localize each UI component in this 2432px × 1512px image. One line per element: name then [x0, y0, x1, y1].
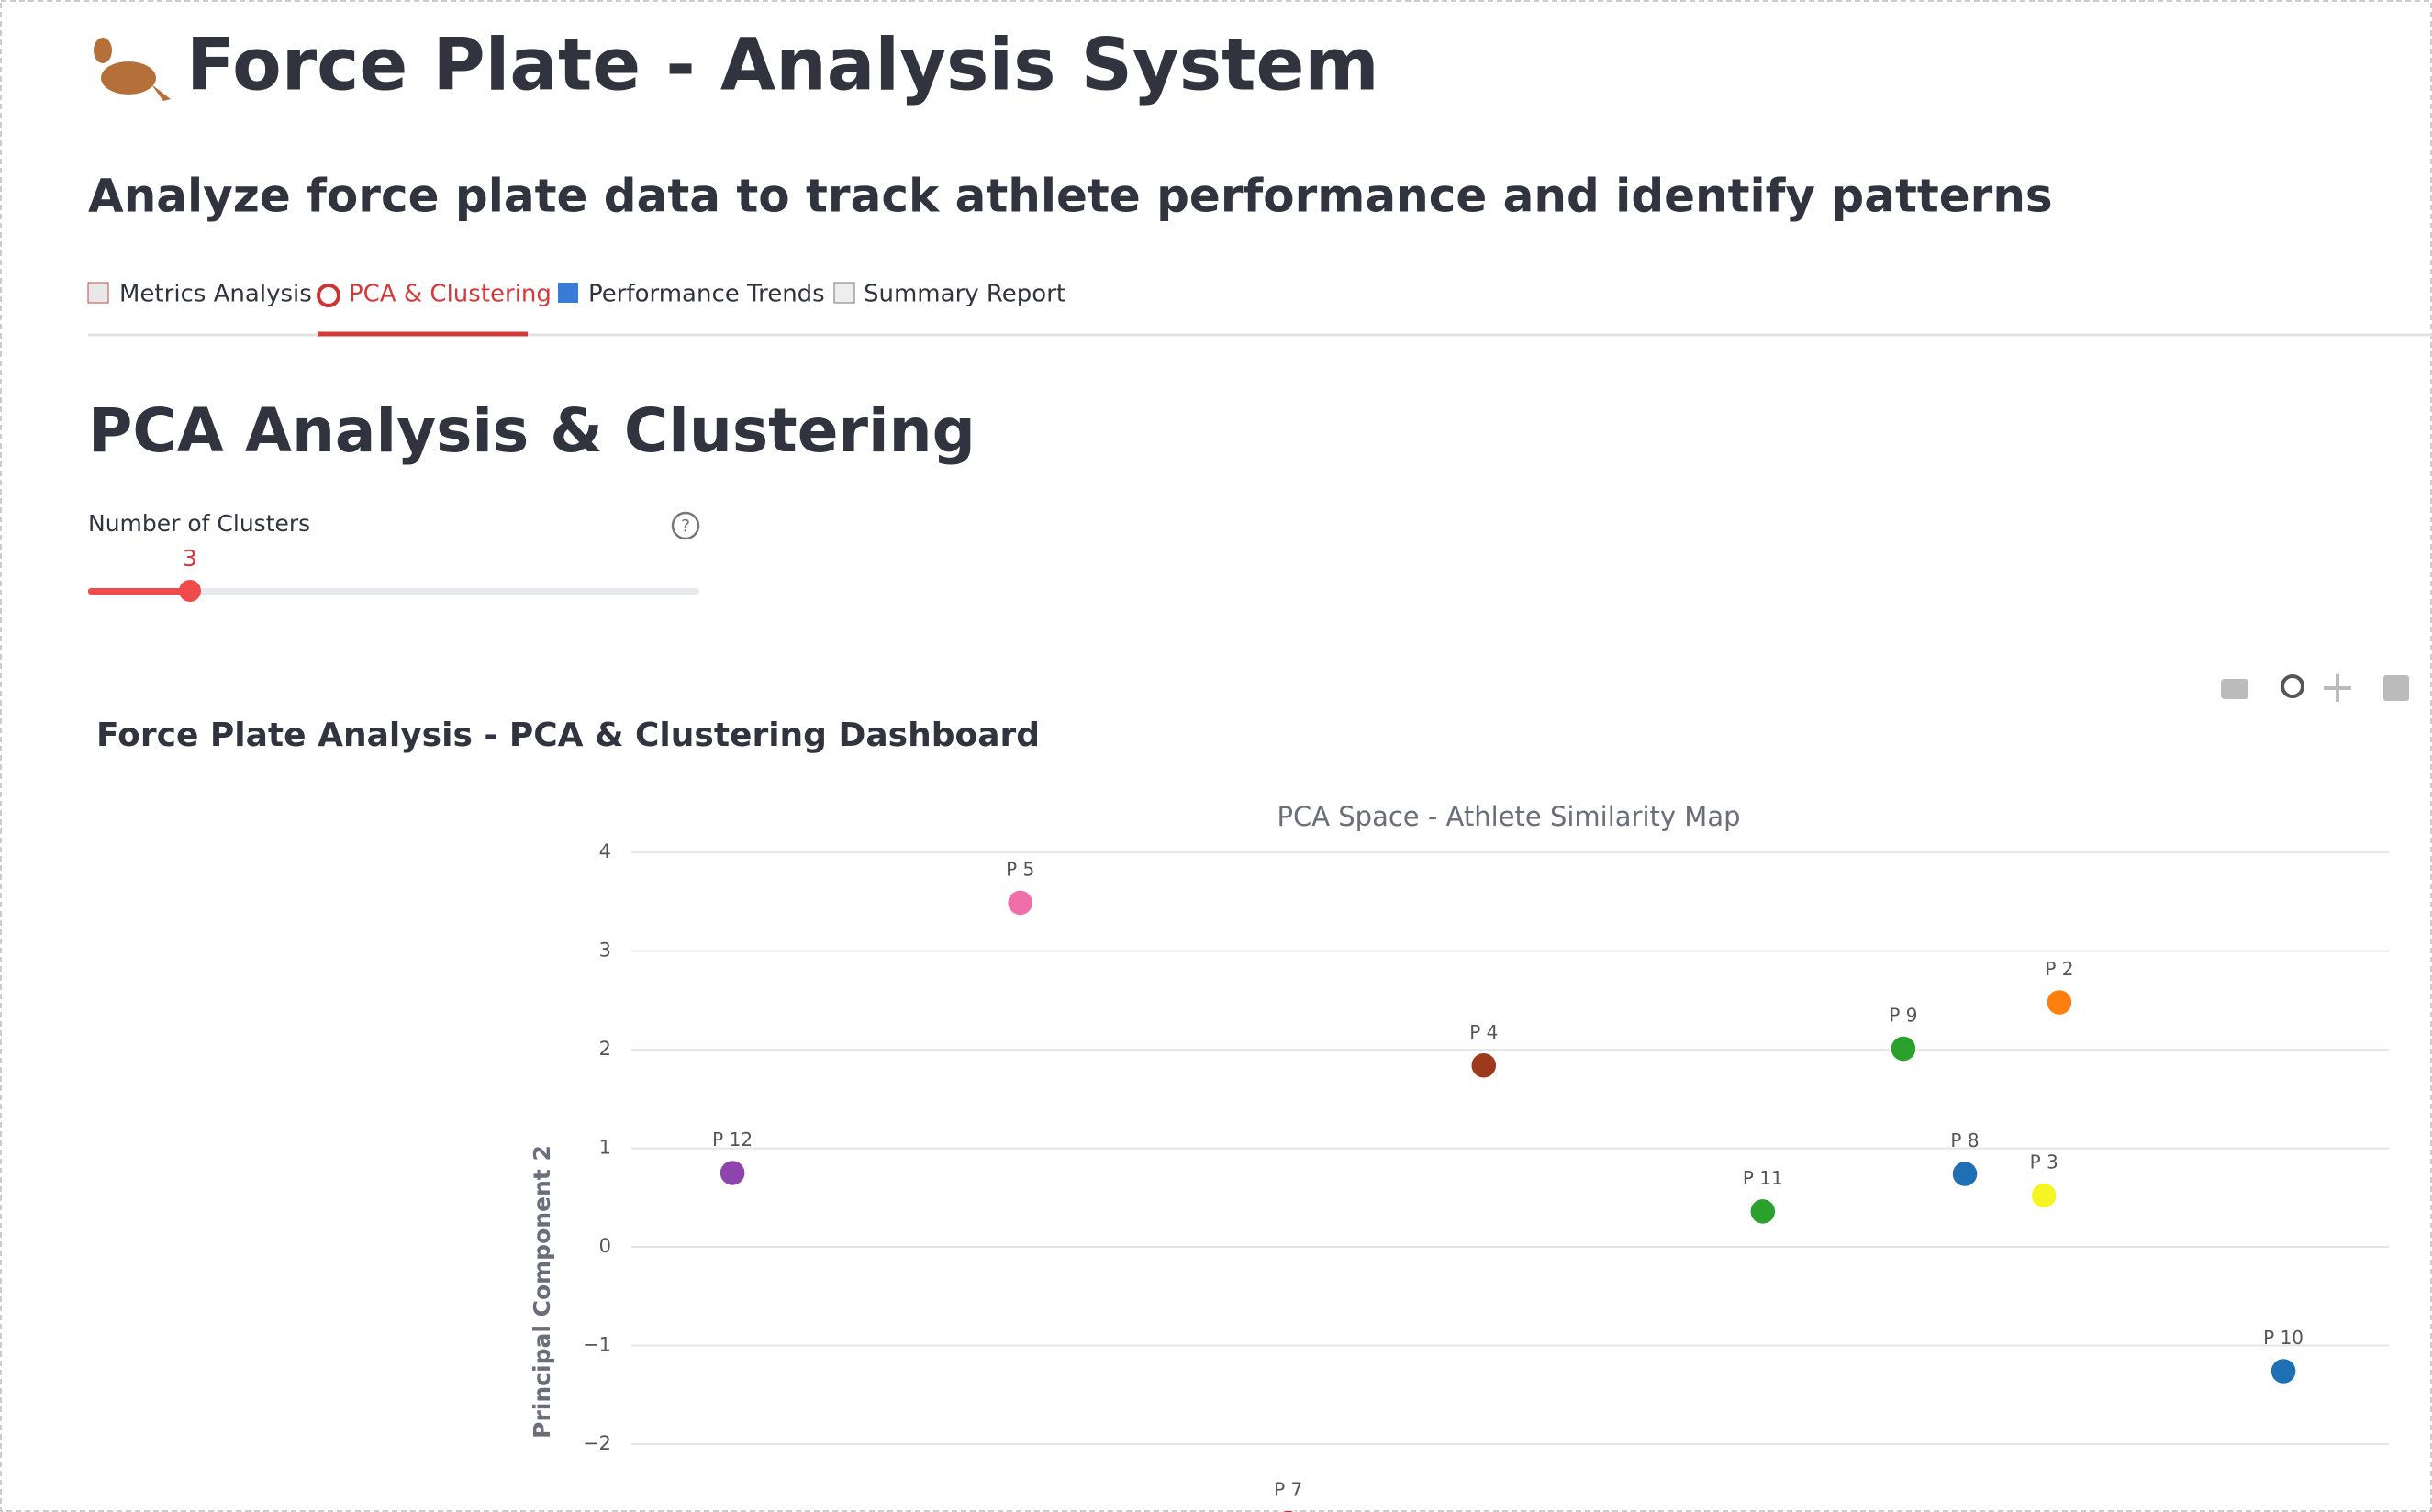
y-tick-label: 3 — [599, 939, 611, 962]
slider-label: Number of Clusters — [88, 510, 310, 537]
toolbar-camera[interactable] — [2221, 679, 2248, 699]
toolbar-pan[interactable] — [2324, 674, 2351, 702]
y-tick-label: −1 — [583, 1334, 611, 1356]
point — [1006, 889, 1034, 917]
dashboard-title: Force Plate Analysis - PCA & Clustering … — [96, 717, 1040, 754]
point-label: P 5 — [1006, 858, 1034, 880]
plot-toolbar — [2221, 674, 2409, 702]
point — [719, 1159, 746, 1187]
y-tick-label: 0 — [599, 1235, 611, 1257]
tab-icon — [833, 282, 855, 304]
point — [1890, 1035, 1917, 1062]
point — [1470, 1051, 1498, 1080]
y-axis-label: Principal Component 2 — [529, 1145, 555, 1439]
tab[interactable]: Performance Trends — [588, 281, 825, 308]
help-icon-glyph: ? — [681, 517, 690, 537]
point-label: P 4 — [1469, 1021, 1498, 1043]
point-label: P 9 — [1889, 1005, 1917, 1027]
page-title: Force Plate - Analysis System — [186, 24, 1379, 106]
plot-title: PCA Space - Athlete Similarity Map — [1277, 801, 1740, 832]
logo-icon — [94, 38, 171, 101]
point — [1749, 1197, 1777, 1226]
point-label: P 8 — [1950, 1129, 1979, 1151]
tab-active[interactable]: PCA & Clustering — [349, 281, 552, 308]
point-label: P 12 — [712, 1128, 753, 1151]
toolbar-zoom-in[interactable] — [2383, 675, 2409, 701]
slider-track — [88, 588, 699, 595]
y-tick-label: 4 — [599, 840, 611, 862]
slider-value: 3 — [183, 545, 197, 572]
point-label: P 2 — [2045, 958, 2073, 980]
page-subtitle: Analyze force plate data to track athlet… — [88, 170, 2053, 223]
section-heading: PCA Analysis & Clustering — [88, 395, 976, 466]
slider-thumb[interactable] — [179, 580, 201, 602]
tab-icon — [558, 283, 578, 303]
point-label: P 10 — [2263, 1327, 2304, 1349]
point-label: P 3 — [2030, 1151, 2058, 1173]
slider-fill — [88, 588, 190, 595]
y-tick-label: −2 — [583, 1432, 611, 1454]
point — [2270, 1357, 2297, 1385]
help-icon[interactable] — [671, 511, 700, 540]
point — [2030, 1182, 2058, 1209]
tab-icon — [87, 282, 109, 304]
point — [2046, 988, 2073, 1017]
tab[interactable]: Metrics Analysis — [119, 281, 312, 308]
toolbar-zoom[interactable] — [2281, 674, 2304, 698]
y-tick-label: 2 — [599, 1038, 611, 1060]
point-label: P 11 — [1743, 1167, 1783, 1189]
y-tick-label: 1 — [599, 1137, 611, 1159]
tab[interactable]: Summary Report — [864, 281, 1065, 308]
point — [1951, 1160, 1979, 1188]
tab-icon — [317, 284, 340, 307]
point-label: P 7 — [1274, 1479, 1302, 1501]
